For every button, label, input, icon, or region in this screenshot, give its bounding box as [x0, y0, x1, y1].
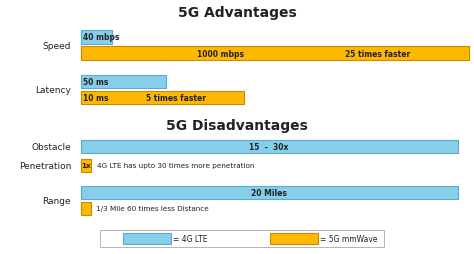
Text: 4G LTE has upto 30 times more penetration: 4G LTE has upto 30 times more penetratio… [97, 163, 255, 169]
Text: 10 ms: 10 ms [83, 93, 109, 103]
Text: 50 ms: 50 ms [83, 78, 109, 87]
Text: 20 Miles: 20 Miles [251, 188, 287, 197]
Text: Latency: Latency [35, 86, 71, 95]
Bar [81, 31, 112, 44]
Text: 5G Disadvantages: 5G Disadvantages [166, 118, 308, 132]
Text: 1/3 Mile 60 times less Distance: 1/3 Mile 60 times less Distance [96, 205, 209, 212]
Bar [81, 91, 244, 105]
Text: Speed: Speed [43, 41, 71, 50]
Bar [81, 47, 469, 60]
Bar [123, 233, 171, 244]
Bar [81, 76, 166, 89]
Bar [270, 233, 318, 244]
Text: 5 times faster: 5 times faster [146, 93, 206, 103]
Bar [81, 202, 91, 215]
Text: Obstacle: Obstacle [31, 142, 71, 152]
Bar [81, 159, 91, 172]
Bar [81, 140, 457, 154]
Text: = 5G mmWave: = 5G mmWave [320, 234, 377, 243]
Text: 1x: 1x [81, 163, 91, 169]
Text: 1000 mbps: 1000 mbps [197, 49, 244, 58]
Text: 5G Advantages: 5G Advantages [178, 6, 296, 20]
Text: Range: Range [43, 196, 71, 205]
Text: Penetration: Penetration [19, 161, 71, 170]
Text: = 4G LTE: = 4G LTE [173, 234, 208, 243]
Text: 15  -  30x: 15 - 30x [249, 142, 289, 152]
Bar [81, 186, 457, 199]
Text: 40 mbps: 40 mbps [83, 33, 119, 42]
Text: 25 times faster: 25 times faster [345, 49, 410, 58]
